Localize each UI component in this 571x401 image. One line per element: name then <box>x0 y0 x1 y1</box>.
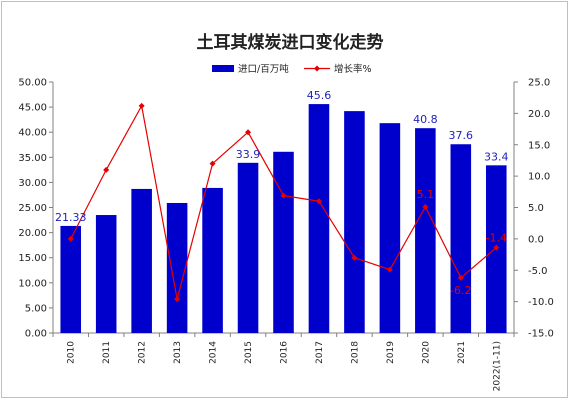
line-point <box>386 266 393 273</box>
line-point <box>457 274 464 281</box>
x-tick-label: 2014 <box>209 341 219 364</box>
bar <box>237 162 259 333</box>
bar <box>344 111 365 333</box>
x-tick-label: 2010 <box>67 341 77 364</box>
y-left-tick-label: 25.00 <box>18 203 47 214</box>
y-left-tick-label: 30.00 <box>18 178 47 189</box>
y-left-tick-label: 40.00 <box>18 128 47 139</box>
bar-data-label: 37.6 <box>449 129 474 142</box>
line-point <box>209 160 216 167</box>
x-tick-label: 2012 <box>138 341 148 364</box>
y-right-tick-label: 5.0 <box>528 203 544 214</box>
bar <box>415 128 436 333</box>
legend-bar-swatch <box>212 65 234 72</box>
line-point <box>245 129 252 136</box>
legend-line-label: 增长率% <box>334 63 372 75</box>
line-point <box>138 102 145 109</box>
y-left-tick-label: 10.00 <box>18 278 47 289</box>
x-tick-label: 2022(1-11) <box>492 341 502 391</box>
x-tick-label: 2013 <box>173 341 183 364</box>
y-left-tick-label: 50.00 <box>18 78 47 89</box>
y-right-tick-label: 25.0 <box>528 78 550 89</box>
legend: 进口/百万吨 增长率% <box>212 63 372 75</box>
y-right-tick-label: -15.0 <box>528 329 554 340</box>
x-tick-label: 2017 <box>315 341 325 364</box>
bar-data-label: 45.6 <box>307 89 332 102</box>
y-left-tick-label: 5.00 <box>25 303 47 314</box>
bar <box>131 188 152 333</box>
bar <box>166 202 188 333</box>
line-point <box>174 296 181 303</box>
line-point <box>315 198 322 205</box>
line-point <box>103 166 110 173</box>
y-right-tick-label: 10.0 <box>528 172 550 183</box>
legend-line-marker <box>314 65 320 72</box>
bar-data-label: 33.9 <box>236 148 261 161</box>
bar-data-label: 21.33 <box>55 211 87 224</box>
y-left-tick-label: 45.00 <box>18 103 47 114</box>
y-right-tick-label: -10.0 <box>528 297 554 308</box>
y-left-tick-label: 0.00 <box>25 329 47 340</box>
bar-data-label: 40.8 <box>413 113 438 126</box>
chart-title: 土耳其煤炭进口变化走势 <box>197 32 384 53</box>
bar <box>95 215 117 333</box>
x-tick-label: 2016 <box>280 341 290 364</box>
line-data-label: -6.2 <box>450 284 471 297</box>
y-right-tick-label: 15.0 <box>528 140 550 151</box>
x-tick-label: 2019 <box>386 341 396 364</box>
x-tick-label: 2021 <box>457 341 467 364</box>
y-left-tick-label: 15.00 <box>18 253 47 264</box>
x-tick-label: 2020 <box>421 341 431 364</box>
bar <box>450 144 472 333</box>
bar-series <box>60 104 507 333</box>
line-data-label: -1.4 <box>486 232 507 245</box>
bar <box>308 104 330 333</box>
line-point <box>493 244 500 251</box>
bar <box>273 151 294 333</box>
x-tick-label: 2018 <box>350 341 360 364</box>
legend-bar-label: 进口/百万吨 <box>238 63 289 75</box>
bar <box>379 123 401 333</box>
data-labels: 21.33 33.9 45.6 40.8 37.6 33.4 5.1 -6.2 -1.4 <box>55 89 509 297</box>
line-point <box>67 235 74 242</box>
y-right-tick-label: 0.0 <box>528 234 544 245</box>
line-point <box>422 203 429 210</box>
y-left-tick-label: 20.00 <box>18 228 47 239</box>
line-data-label: 5.1 <box>417 188 435 201</box>
x-tick-label: 2015 <box>244 341 254 364</box>
axes: 0.00 5.00 10.00 15.00 20.00 25.00 30.00 35.00 40… <box>18 78 554 392</box>
y-right-tick-label: 20.0 <box>528 109 550 120</box>
bar-data-label: 33.4 <box>484 150 509 163</box>
line-point <box>351 254 358 261</box>
bar <box>202 187 223 333</box>
bar <box>60 225 82 333</box>
x-tick-label: 2011 <box>102 341 112 364</box>
line-point <box>280 192 287 199</box>
y-right-tick-label: -5.0 <box>528 266 548 277</box>
y-left-tick-label: 35.00 <box>18 153 47 164</box>
line-series <box>67 102 500 303</box>
